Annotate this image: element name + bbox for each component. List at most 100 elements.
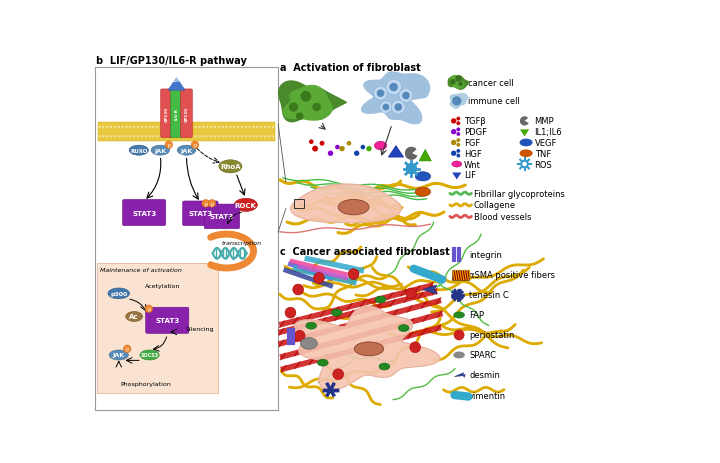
Circle shape	[168, 127, 170, 129]
Circle shape	[125, 136, 127, 138]
Circle shape	[106, 136, 108, 138]
Circle shape	[268, 127, 270, 129]
Circle shape	[152, 127, 155, 129]
Circle shape	[187, 136, 189, 138]
Circle shape	[256, 136, 258, 138]
Circle shape	[202, 136, 204, 138]
Circle shape	[163, 127, 166, 129]
Circle shape	[312, 104, 321, 112]
Circle shape	[240, 136, 243, 138]
Circle shape	[379, 102, 392, 114]
Circle shape	[210, 136, 212, 138]
Ellipse shape	[318, 359, 328, 366]
Circle shape	[129, 127, 132, 129]
Polygon shape	[279, 82, 346, 122]
Circle shape	[176, 136, 178, 138]
Circle shape	[194, 136, 197, 138]
FancyBboxPatch shape	[122, 200, 166, 226]
Circle shape	[271, 136, 274, 138]
Circle shape	[245, 127, 247, 129]
FancyBboxPatch shape	[97, 264, 218, 394]
Circle shape	[140, 136, 143, 138]
Text: Fibrillar glycoproteins: Fibrillar glycoproteins	[474, 189, 564, 198]
FancyBboxPatch shape	[183, 201, 218, 226]
Ellipse shape	[140, 350, 159, 360]
Text: TNF: TNF	[534, 150, 551, 158]
Text: a  Activation of fibroblast: a Activation of fibroblast	[281, 63, 421, 73]
Polygon shape	[294, 307, 440, 390]
Circle shape	[459, 82, 463, 87]
Circle shape	[214, 127, 216, 129]
Circle shape	[165, 142, 173, 149]
Text: p: p	[147, 307, 150, 312]
Text: p: p	[194, 143, 197, 148]
Text: p: p	[210, 201, 214, 206]
Text: GP130: GP130	[184, 106, 189, 121]
Polygon shape	[451, 76, 464, 88]
Text: p300: p300	[110, 291, 127, 296]
Circle shape	[160, 127, 162, 129]
Circle shape	[145, 127, 147, 129]
Circle shape	[264, 136, 266, 138]
Ellipse shape	[415, 172, 431, 181]
Text: IL6-R: IL6-R	[174, 108, 179, 120]
FancyBboxPatch shape	[161, 90, 172, 138]
Circle shape	[163, 136, 166, 138]
Polygon shape	[450, 94, 467, 109]
Circle shape	[117, 136, 120, 138]
Ellipse shape	[234, 199, 257, 212]
Circle shape	[399, 89, 413, 103]
Text: Phosphorylation: Phosphorylation	[120, 381, 171, 386]
Circle shape	[148, 127, 150, 129]
Circle shape	[289, 103, 298, 113]
Circle shape	[206, 136, 209, 138]
Ellipse shape	[338, 200, 369, 215]
Circle shape	[456, 139, 460, 143]
Text: IL1;IL6: IL1;IL6	[534, 128, 562, 137]
Polygon shape	[449, 76, 469, 90]
Wedge shape	[520, 117, 528, 126]
Circle shape	[522, 163, 527, 167]
Circle shape	[179, 136, 181, 138]
Text: HGF: HGF	[464, 150, 482, 158]
Circle shape	[214, 136, 216, 138]
Circle shape	[256, 127, 258, 129]
Bar	[452, 271, 469, 280]
Text: SPARC: SPARC	[469, 351, 496, 360]
Circle shape	[191, 127, 193, 129]
Circle shape	[456, 128, 460, 132]
Circle shape	[248, 136, 251, 138]
Circle shape	[333, 369, 343, 380]
Circle shape	[309, 140, 314, 144]
Circle shape	[451, 130, 456, 135]
Circle shape	[129, 136, 132, 138]
Text: RhoA: RhoA	[220, 164, 240, 170]
Circle shape	[252, 127, 255, 129]
Circle shape	[260, 127, 262, 129]
Circle shape	[521, 161, 528, 169]
Text: tenesin C: tenesin C	[469, 291, 509, 300]
Circle shape	[451, 151, 456, 156]
Circle shape	[456, 154, 460, 158]
Circle shape	[217, 136, 220, 138]
Circle shape	[140, 127, 143, 129]
Text: Acetylation: Acetylation	[145, 283, 181, 288]
Text: STAT3: STAT3	[188, 211, 212, 217]
Circle shape	[117, 127, 120, 129]
Circle shape	[114, 127, 116, 129]
Circle shape	[285, 307, 296, 319]
Text: p: p	[204, 201, 207, 206]
Circle shape	[187, 127, 189, 129]
Circle shape	[179, 127, 181, 129]
Ellipse shape	[454, 312, 465, 319]
Ellipse shape	[379, 363, 390, 370]
Text: p: p	[167, 143, 171, 148]
Circle shape	[176, 127, 178, 129]
Circle shape	[125, 127, 127, 129]
Circle shape	[335, 145, 340, 150]
Circle shape	[366, 147, 372, 152]
Circle shape	[210, 127, 212, 129]
Circle shape	[300, 92, 311, 102]
Ellipse shape	[300, 338, 318, 350]
Circle shape	[123, 345, 131, 353]
